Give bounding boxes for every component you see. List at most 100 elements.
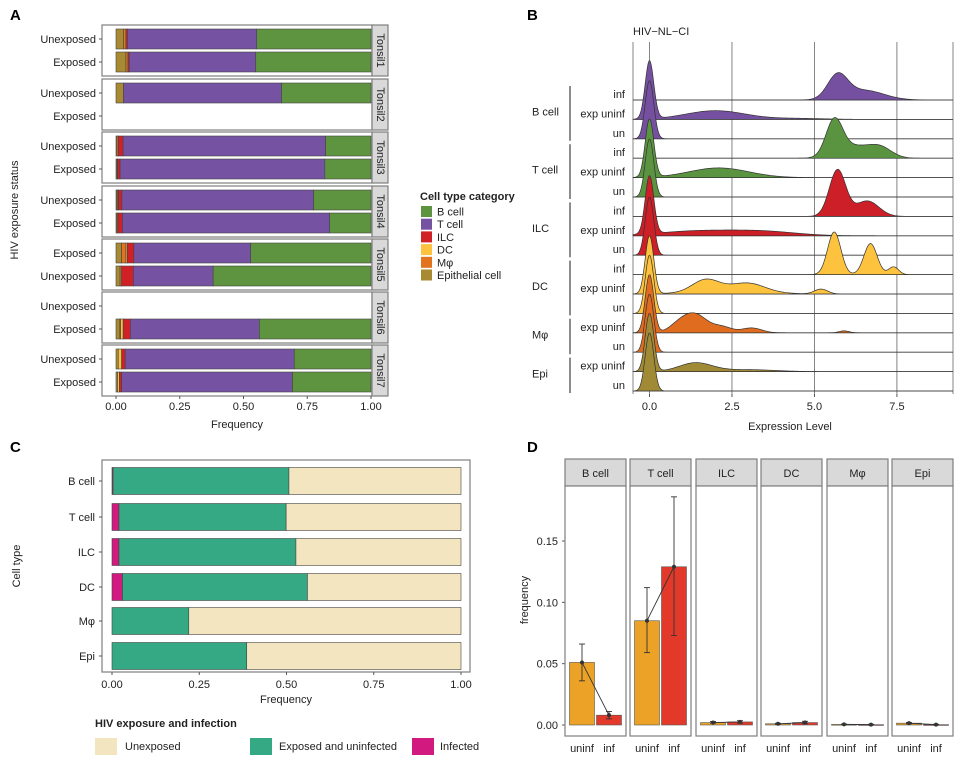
bar-segment-ilc — [117, 135, 124, 157]
bar-segment-b-cell — [255, 51, 372, 73]
y-tick-label: B cell — [68, 476, 95, 488]
facet-strip — [760, 458, 823, 487]
legend-swatch — [421, 206, 432, 217]
facet-strip-label: Tonsil5 — [374, 247, 386, 281]
facet-strip — [891, 458, 954, 487]
bar-segment-ilc — [126, 242, 135, 264]
bar-segment-b-cell — [324, 158, 372, 180]
bar-segment-b-cell — [325, 135, 372, 157]
density-ridge-mφ-un — [632, 294, 953, 353]
ridge-row-label: inf — [613, 89, 626, 101]
legend-label: Unexposed — [125, 741, 181, 753]
y-axis-title: HIV exposure status — [9, 160, 21, 260]
connecting-line — [712, 721, 741, 723]
facet-frame — [826, 485, 889, 737]
mean-point — [842, 722, 846, 727]
facet-strip — [371, 291, 389, 344]
density-ridge-t-cell-inf — [633, 117, 953, 159]
group-label: ILC — [532, 223, 549, 235]
facet-strip — [826, 458, 889, 487]
ridge-row-label: exp uninf — [580, 225, 626, 237]
ridge-row-label: un — [613, 244, 625, 256]
y-tick-label: Exposed — [53, 111, 96, 123]
bar-segment-t-cell — [121, 189, 314, 211]
legend-swatch — [421, 231, 432, 243]
legend-label: DC — [437, 245, 453, 257]
x-tick-label: inf — [668, 743, 681, 755]
facet-ilc: ILC uninf inf — [695, 458, 758, 755]
x-axis-title: Frequency — [211, 419, 263, 431]
y-tick-label: Exposed — [53, 164, 96, 176]
facet-strip-label: Tonsil3 — [374, 140, 386, 174]
mean-point — [776, 721, 780, 726]
density-ridge-ilc-un — [632, 197, 953, 256]
x-tick-label: inf — [799, 743, 812, 755]
bar-segment-exposed-and-uninfected — [112, 467, 290, 495]
bar-segment-ilc — [121, 265, 134, 287]
bar-segment-mφ — [121, 242, 127, 264]
x-tick-label: inf — [930, 743, 943, 755]
y-tick-label: Unexposed — [40, 271, 96, 283]
mean-point — [672, 564, 676, 569]
density-ridge-t-cell-exp-uninf — [632, 118, 953, 178]
panel-label: B — [527, 7, 538, 24]
legend-label: Infected — [440, 741, 479, 753]
x-axis-title: Expression Level — [748, 421, 832, 433]
x-tick-label: uninf — [766, 743, 791, 755]
facet-tonsil3: Tonsil3 Unexposed Exposed — [40, 131, 389, 184]
facet-strip-label: Tonsil7 — [374, 353, 386, 387]
facet-strip-label: T cell — [647, 468, 673, 480]
bar-segment-ilc — [118, 189, 123, 211]
mean-point — [934, 722, 938, 727]
density-ridge-dc-un — [632, 255, 953, 314]
facet-strip-label: DC — [784, 468, 800, 480]
bar-segment-ilc — [121, 348, 126, 370]
ridge-row-label: inf — [613, 264, 626, 276]
y-tick-label: Exposed — [53, 57, 96, 69]
facet-strip — [371, 24, 389, 77]
facet-strip-label: Mφ — [849, 468, 865, 480]
facet-tonsil5: Tonsil5 Exposed Unexposed — [40, 238, 389, 291]
legend-title: Cell type category — [420, 191, 516, 203]
plot-frame — [101, 459, 471, 673]
ridge-row-label: un — [613, 341, 625, 353]
x-tick-label: 0.50 — [276, 679, 297, 691]
bar-segment-epithelial-cell — [115, 265, 121, 287]
x-tick-label: 0.75 — [297, 401, 318, 413]
bar-segment-ilc — [122, 318, 131, 340]
facet-frame — [695, 485, 758, 737]
mean-point — [907, 721, 911, 726]
facet-strip-label: B cell — [582, 468, 609, 480]
bar-segment-b-cell — [212, 265, 372, 287]
legend-swatch — [250, 738, 272, 755]
facet-epi: Epi uninf inf — [891, 458, 954, 755]
x-axis-title: Frequency — [260, 694, 312, 706]
bar-segment-infected — [111, 503, 120, 531]
legend-swatch — [421, 218, 432, 230]
x-tick-label: 0.75 — [363, 679, 384, 691]
connecting-line — [908, 722, 937, 726]
x-tick-label: uninf — [701, 743, 726, 755]
bar-segment-unexposed — [285, 503, 462, 531]
bar-segment-unexposed — [246, 642, 462, 670]
mean-point — [803, 720, 807, 725]
x-tick-label: 0.25 — [189, 679, 210, 691]
ridge-row-label: exp uninf — [580, 108, 626, 120]
x-tick-label: 0.00 — [101, 679, 122, 691]
legend-label: Exposed and uninfected — [279, 741, 397, 753]
y-axis-title: frequency — [519, 575, 531, 624]
mean-point — [645, 618, 649, 623]
bar-segment-t-cell — [121, 371, 293, 393]
ridge-row-label: exp uninf — [580, 361, 626, 373]
legend-swatch — [95, 738, 117, 755]
facet-strip-label: Tonsil1 — [374, 33, 386, 67]
facet-dc: DC uninf inf — [760, 458, 823, 755]
bar-segment-b-cell — [313, 189, 372, 211]
x-tick-label: 7.5 — [889, 401, 904, 413]
facet-strip-label: Tonsil6 — [374, 300, 386, 334]
density-ridge-b-cell-inf — [633, 72, 953, 101]
legend-label: Epithelial cell — [437, 270, 501, 282]
